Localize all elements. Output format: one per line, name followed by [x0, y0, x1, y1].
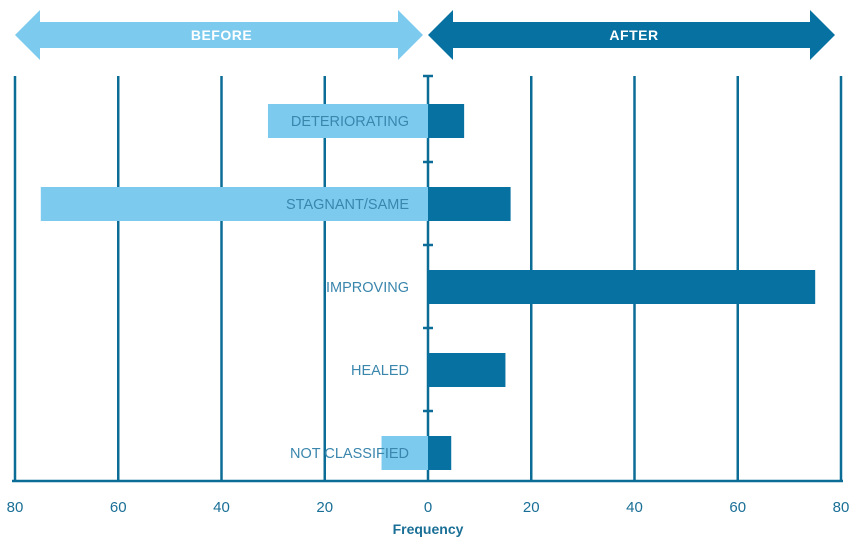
before-label: BEFORE	[191, 27, 252, 43]
x-tick-label: 0	[424, 499, 432, 516]
category-label: DETERIORATING	[291, 114, 409, 130]
after-label: AFTER	[609, 27, 658, 43]
before-bar	[267, 104, 428, 138]
x-tick-label: 20	[523, 499, 540, 516]
before-bar	[381, 436, 428, 470]
category-label: IMPROVING	[326, 280, 409, 296]
after-bar	[428, 353, 506, 387]
after-arrow	[428, 10, 835, 60]
category-label: STAGNANT/SAME	[286, 197, 409, 213]
x-axis-title: Frequency	[393, 521, 464, 537]
after-bar	[428, 104, 465, 138]
x-tick-label: 40	[626, 499, 643, 516]
before-arrow	[15, 10, 423, 60]
after-bar	[428, 436, 452, 470]
before-bar	[40, 187, 428, 221]
x-tick-label: 80	[833, 499, 850, 516]
x-tick-label: 40	[213, 499, 230, 516]
x-tick-label: 80	[7, 499, 24, 516]
after-bar	[428, 187, 511, 221]
category-label: NOT CLASSIFIED	[290, 446, 409, 462]
after-bar	[428, 270, 816, 304]
x-tick-label: 60	[729, 499, 746, 516]
x-tick-label: 60	[110, 499, 127, 516]
category-label: HEALED	[351, 363, 409, 379]
x-tick-label: 20	[316, 499, 333, 516]
